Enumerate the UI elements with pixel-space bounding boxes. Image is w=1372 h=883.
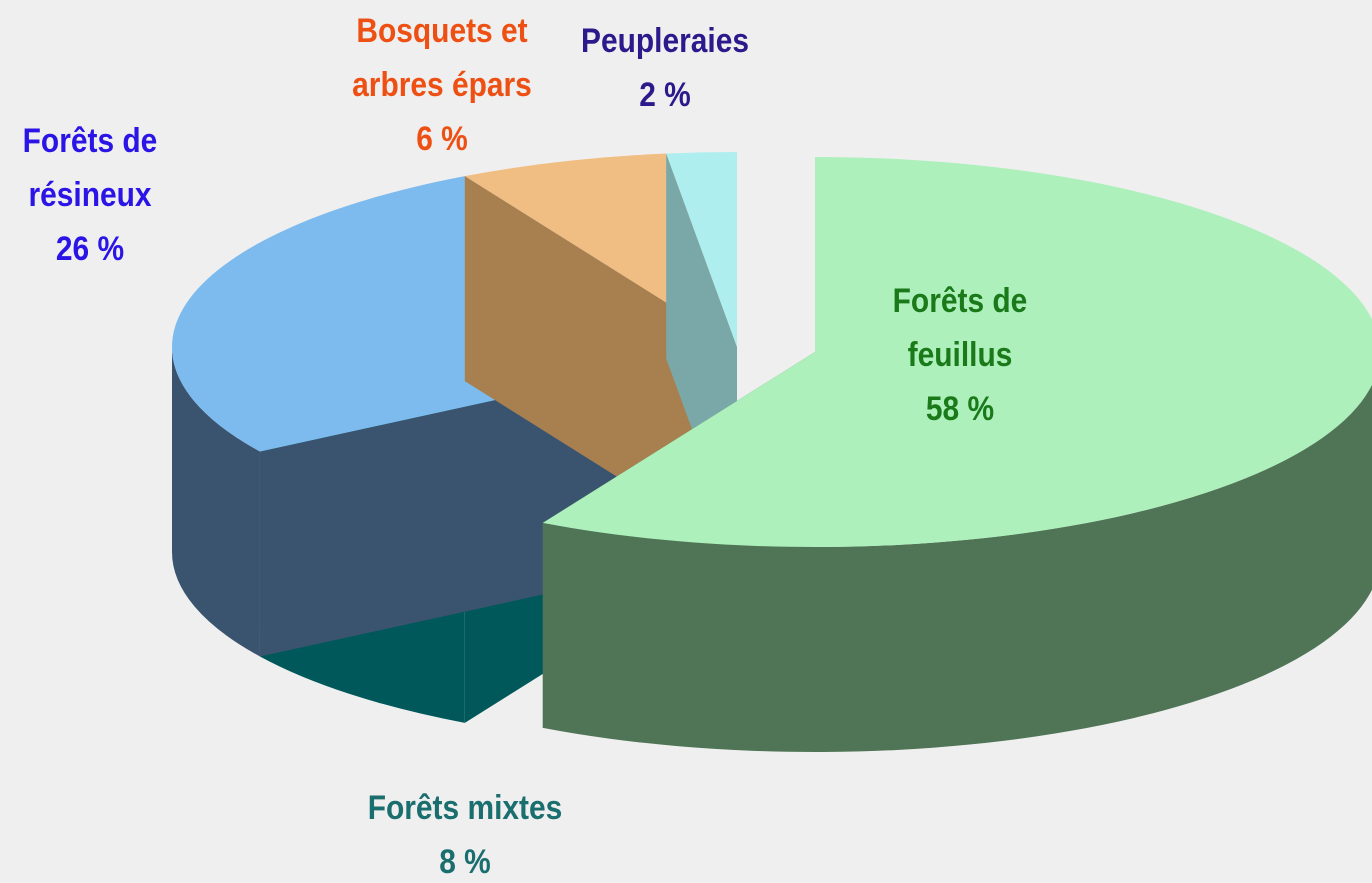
slice-label: Forêts de résineux 26 %: [6, 114, 173, 276]
slice-label: Peupleraies 2 %: [559, 14, 770, 122]
slice-wall: [542, 384, 1372, 752]
slice-wall: [172, 347, 260, 657]
label-name: Peupleraies: [581, 22, 749, 60]
slice-label: Forêts mixtes 8 %: [333, 781, 597, 883]
label-name: Forêts de résineux: [22, 122, 158, 214]
label-value: 26 %: [55, 230, 125, 268]
label-name: Bosquets et arbres épars: [352, 12, 532, 104]
label-value: 8 %: [439, 843, 491, 881]
label-name: Forêts mixtes: [367, 789, 563, 827]
label-value: 6 %: [416, 120, 468, 158]
slice-group: [542, 157, 1372, 752]
slice-label: Forêts de feuillus 58 %: [868, 274, 1053, 436]
slice: [666, 152, 737, 347]
slice: [171, 176, 738, 452]
label-name: Forêts de feuillus: [892, 282, 1028, 374]
slice: [542, 157, 1372, 547]
slice-label: Bosquets et arbres épars 6 %: [336, 4, 547, 166]
label-value: 2 %: [639, 76, 691, 114]
label-value: 58 %: [925, 390, 995, 428]
